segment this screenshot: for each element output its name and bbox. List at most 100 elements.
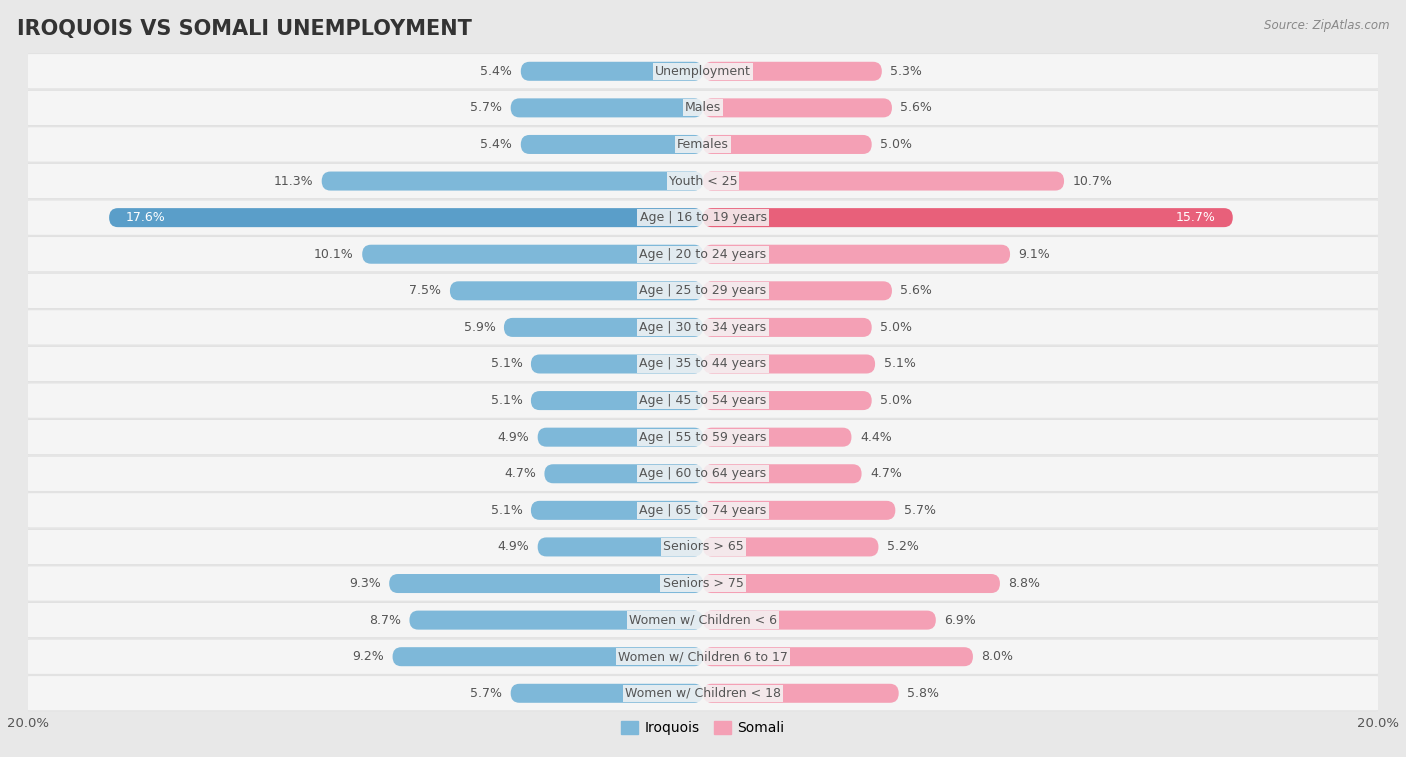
FancyBboxPatch shape xyxy=(18,603,1388,637)
FancyBboxPatch shape xyxy=(703,501,896,520)
Text: 4.9%: 4.9% xyxy=(498,540,529,553)
Text: 5.2%: 5.2% xyxy=(887,540,918,553)
FancyBboxPatch shape xyxy=(18,456,1388,491)
Text: 5.8%: 5.8% xyxy=(907,687,939,699)
FancyBboxPatch shape xyxy=(18,383,1388,418)
Text: Women w/ Children < 18: Women w/ Children < 18 xyxy=(626,687,780,699)
FancyBboxPatch shape xyxy=(703,282,891,301)
Text: Women w/ Children 6 to 17: Women w/ Children 6 to 17 xyxy=(619,650,787,663)
FancyBboxPatch shape xyxy=(703,245,1010,263)
FancyBboxPatch shape xyxy=(703,537,879,556)
Text: Age | 60 to 64 years: Age | 60 to 64 years xyxy=(640,467,766,480)
FancyBboxPatch shape xyxy=(18,347,1388,382)
FancyBboxPatch shape xyxy=(322,172,703,191)
Text: Age | 45 to 54 years: Age | 45 to 54 years xyxy=(640,394,766,407)
Text: 8.8%: 8.8% xyxy=(1008,577,1040,590)
Text: Age | 16 to 19 years: Age | 16 to 19 years xyxy=(640,211,766,224)
FancyBboxPatch shape xyxy=(18,310,1388,345)
FancyBboxPatch shape xyxy=(18,493,1388,528)
Text: 6.9%: 6.9% xyxy=(945,614,976,627)
FancyBboxPatch shape xyxy=(18,676,1388,711)
FancyBboxPatch shape xyxy=(703,647,973,666)
FancyBboxPatch shape xyxy=(537,428,703,447)
Text: Youth < 25: Youth < 25 xyxy=(669,175,737,188)
Text: 5.6%: 5.6% xyxy=(900,285,932,298)
Text: Males: Males xyxy=(685,101,721,114)
Text: 4.4%: 4.4% xyxy=(860,431,891,444)
Text: 5.0%: 5.0% xyxy=(880,138,912,151)
FancyBboxPatch shape xyxy=(703,574,1000,593)
Text: 10.7%: 10.7% xyxy=(1073,175,1112,188)
Text: 4.7%: 4.7% xyxy=(505,467,536,480)
FancyBboxPatch shape xyxy=(703,611,936,630)
FancyBboxPatch shape xyxy=(18,529,1388,565)
FancyBboxPatch shape xyxy=(389,574,703,593)
Text: 8.0%: 8.0% xyxy=(981,650,1014,663)
Text: Females: Females xyxy=(678,138,728,151)
FancyBboxPatch shape xyxy=(703,354,875,373)
FancyBboxPatch shape xyxy=(520,135,703,154)
FancyBboxPatch shape xyxy=(703,98,891,117)
FancyBboxPatch shape xyxy=(409,611,703,630)
Text: IROQUOIS VS SOMALI UNEMPLOYMENT: IROQUOIS VS SOMALI UNEMPLOYMENT xyxy=(17,19,472,39)
FancyBboxPatch shape xyxy=(18,164,1388,198)
Text: 9.3%: 9.3% xyxy=(349,577,381,590)
Text: 15.7%: 15.7% xyxy=(1175,211,1216,224)
FancyBboxPatch shape xyxy=(18,200,1388,235)
FancyBboxPatch shape xyxy=(531,354,703,373)
FancyBboxPatch shape xyxy=(703,208,1233,227)
Text: 5.1%: 5.1% xyxy=(883,357,915,370)
Text: Source: ZipAtlas.com: Source: ZipAtlas.com xyxy=(1264,19,1389,32)
FancyBboxPatch shape xyxy=(703,428,852,447)
FancyBboxPatch shape xyxy=(520,62,703,81)
FancyBboxPatch shape xyxy=(703,391,872,410)
Text: 5.0%: 5.0% xyxy=(880,394,912,407)
Text: Age | 20 to 24 years: Age | 20 to 24 years xyxy=(640,248,766,260)
Text: 5.0%: 5.0% xyxy=(880,321,912,334)
Text: Seniors > 65: Seniors > 65 xyxy=(662,540,744,553)
Text: Seniors > 75: Seniors > 75 xyxy=(662,577,744,590)
Text: 5.1%: 5.1% xyxy=(491,504,523,517)
Text: 5.1%: 5.1% xyxy=(491,357,523,370)
Text: 4.9%: 4.9% xyxy=(498,431,529,444)
FancyBboxPatch shape xyxy=(18,566,1388,601)
FancyBboxPatch shape xyxy=(703,62,882,81)
FancyBboxPatch shape xyxy=(510,98,703,117)
Text: Women w/ Children < 6: Women w/ Children < 6 xyxy=(628,614,778,627)
FancyBboxPatch shape xyxy=(363,245,703,263)
Text: Unemployment: Unemployment xyxy=(655,65,751,78)
Text: 5.3%: 5.3% xyxy=(890,65,922,78)
Text: Age | 65 to 74 years: Age | 65 to 74 years xyxy=(640,504,766,517)
FancyBboxPatch shape xyxy=(703,135,872,154)
Text: Age | 35 to 44 years: Age | 35 to 44 years xyxy=(640,357,766,370)
FancyBboxPatch shape xyxy=(18,419,1388,455)
FancyBboxPatch shape xyxy=(110,208,703,227)
Text: Age | 25 to 29 years: Age | 25 to 29 years xyxy=(640,285,766,298)
FancyBboxPatch shape xyxy=(18,639,1388,674)
FancyBboxPatch shape xyxy=(531,501,703,520)
FancyBboxPatch shape xyxy=(18,54,1388,89)
Text: 5.4%: 5.4% xyxy=(481,138,512,151)
FancyBboxPatch shape xyxy=(503,318,703,337)
Text: 5.4%: 5.4% xyxy=(481,65,512,78)
FancyBboxPatch shape xyxy=(703,318,872,337)
FancyBboxPatch shape xyxy=(18,90,1388,126)
Text: Age | 55 to 59 years: Age | 55 to 59 years xyxy=(640,431,766,444)
FancyBboxPatch shape xyxy=(531,391,703,410)
Text: 4.7%: 4.7% xyxy=(870,467,901,480)
FancyBboxPatch shape xyxy=(537,537,703,556)
Text: 5.9%: 5.9% xyxy=(464,321,495,334)
FancyBboxPatch shape xyxy=(510,684,703,702)
FancyBboxPatch shape xyxy=(18,273,1388,308)
Text: 5.6%: 5.6% xyxy=(900,101,932,114)
FancyBboxPatch shape xyxy=(392,647,703,666)
FancyBboxPatch shape xyxy=(703,464,862,483)
FancyBboxPatch shape xyxy=(18,127,1388,162)
Text: 5.7%: 5.7% xyxy=(470,101,502,114)
Legend: Iroquois, Somali: Iroquois, Somali xyxy=(616,716,790,741)
Text: 9.2%: 9.2% xyxy=(353,650,384,663)
Text: 11.3%: 11.3% xyxy=(274,175,314,188)
Text: 8.7%: 8.7% xyxy=(368,614,401,627)
Text: Age | 30 to 34 years: Age | 30 to 34 years xyxy=(640,321,766,334)
Text: 5.7%: 5.7% xyxy=(470,687,502,699)
